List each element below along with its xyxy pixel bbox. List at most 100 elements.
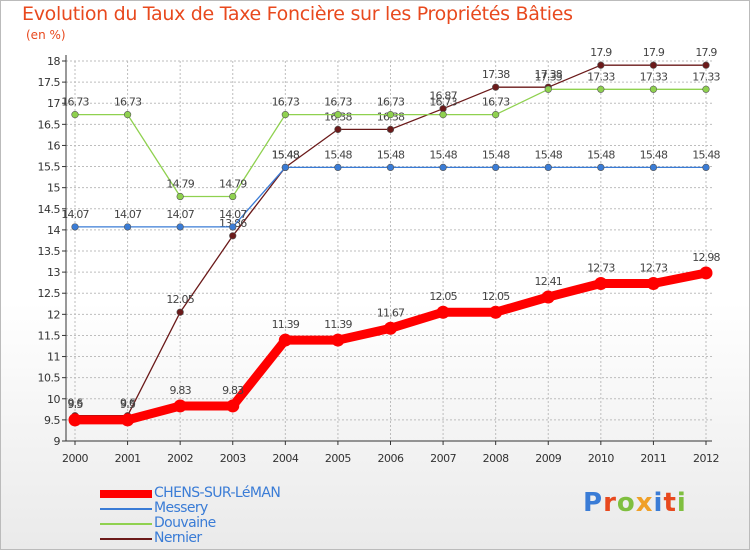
data-point	[123, 111, 132, 119]
data-point	[544, 163, 552, 171]
data-point	[439, 111, 447, 119]
data-point	[121, 413, 135, 427]
data-label: 16.73	[114, 96, 142, 109]
data-label: 11.39	[272, 318, 300, 331]
data-point	[649, 85, 658, 93]
data-point	[281, 163, 289, 171]
data-label: 17.38	[535, 68, 563, 81]
data-label: 12.73	[640, 262, 668, 275]
y-tick-label: 9.5	[44, 414, 60, 427]
x-tick-label: 2002	[167, 452, 193, 465]
data-point	[492, 83, 500, 91]
data-label: 15.48	[272, 148, 300, 161]
y-tick-label: 9	[54, 435, 61, 448]
data-point	[331, 333, 345, 347]
y-tick-label: 17	[47, 97, 60, 110]
data-label: 14.07	[219, 208, 247, 221]
data-point	[702, 163, 710, 171]
logo-letter: x	[635, 488, 654, 518]
data-point	[229, 232, 237, 240]
data-point	[123, 223, 132, 231]
legend-swatch	[100, 508, 152, 510]
data-label: 12.98	[692, 251, 720, 264]
data-point	[649, 163, 658, 171]
logo-letter: P	[583, 488, 604, 518]
data-label: 17.9	[643, 46, 665, 59]
data-label: 15.48	[377, 148, 405, 161]
y-tick-label: 15	[47, 182, 60, 195]
logo-letter: r	[603, 488, 617, 518]
x-tick-label: 2004	[272, 452, 298, 465]
data-label: 15.48	[692, 148, 720, 161]
data-label: 14.07	[166, 208, 194, 221]
x-tick-label: 2005	[325, 452, 351, 465]
y-tick-label: 15.5	[38, 161, 61, 174]
data-label: 17.9	[590, 46, 612, 59]
legend-label: CHENS-SUR-LéMAN	[154, 485, 281, 501]
y-tick-label: 13	[47, 266, 60, 279]
data-point	[544, 85, 552, 93]
y-tick-label: 11	[47, 351, 60, 364]
legend-swatch	[100, 523, 152, 525]
data-label: 15.48	[429, 148, 457, 161]
legend-swatch	[100, 490, 152, 498]
data-label: 12.73	[587, 262, 615, 275]
data-label: 12.05	[482, 290, 510, 303]
data-point	[176, 192, 184, 201]
data-label: 12.41	[535, 275, 563, 288]
x-tick-label: 2007	[430, 452, 456, 465]
x-tick-label: 2000	[62, 452, 88, 465]
data-label: 17.9	[695, 46, 717, 59]
data-label: 16.87	[429, 90, 457, 103]
x-tick-label: 2012	[693, 452, 719, 465]
data-point	[439, 163, 447, 171]
legend-label: Douvaine	[154, 515, 216, 531]
data-point	[492, 163, 500, 171]
y-tick-label: 16.5	[38, 118, 61, 131]
data-label: 15.48	[535, 148, 563, 161]
y-tick-label: 10.5	[38, 372, 61, 385]
data-point	[334, 163, 342, 171]
data-label: 9.83	[222, 384, 244, 397]
data-label: 11.67	[377, 306, 405, 319]
x-tick-label: 2008	[483, 452, 509, 465]
data-label: 14.79	[219, 178, 247, 191]
data-point	[702, 85, 710, 93]
y-tick-label: 13.5	[38, 245, 61, 258]
data-label: 17.33	[587, 70, 615, 83]
data-label: 15.48	[640, 148, 668, 161]
data-label: 12.05	[429, 290, 457, 303]
unit-label: (en %)	[26, 28, 66, 42]
data-label: 16.73	[482, 96, 510, 109]
data-label: 16.73	[61, 96, 89, 109]
y-tick-label: 14	[47, 224, 60, 237]
data-point	[176, 223, 184, 231]
data-point	[594, 277, 608, 291]
y-tick-label: 16	[47, 139, 60, 152]
data-point	[436, 305, 450, 319]
y-tick-label: 14.5	[38, 203, 61, 216]
legend-label: Nernier	[154, 530, 202, 546]
x-tick-label: 2011	[640, 452, 666, 465]
data-label: 9.6	[120, 397, 136, 410]
y-tick-label: 12	[47, 308, 60, 321]
data-point	[71, 223, 79, 231]
data-point	[489, 305, 503, 319]
data-label: 15.48	[272, 148, 300, 161]
logo-letter: o	[616, 488, 636, 518]
data-point	[334, 111, 342, 119]
data-label: 9.6	[67, 397, 83, 410]
y-tick-label: 18	[47, 55, 60, 68]
x-tick-label: 2006	[378, 452, 404, 465]
data-label: 16.73	[377, 96, 405, 109]
data-point	[597, 163, 605, 171]
data-point	[597, 61, 605, 69]
data-label: 14.07	[114, 208, 142, 221]
data-point	[278, 333, 292, 347]
data-label: 14.07	[61, 208, 89, 221]
chart-title: Evolution du Taux de Taxe Foncière sur l…	[22, 3, 573, 25]
data-point	[229, 192, 237, 201]
data-point	[699, 266, 713, 280]
data-point	[229, 223, 237, 231]
